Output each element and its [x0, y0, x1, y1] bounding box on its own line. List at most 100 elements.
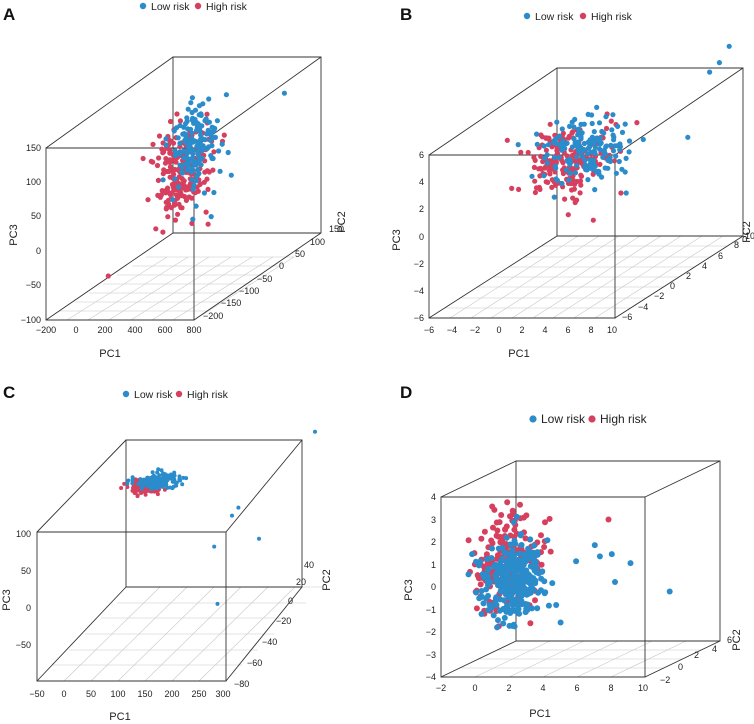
- low-risk-point: [489, 545, 495, 552]
- low-risk-point: [504, 569, 511, 576]
- low-risk-point: [623, 190, 629, 196]
- z-tick-d: 3: [431, 515, 436, 525]
- low-risk-point: [545, 142, 552, 148]
- low-risk-point: [184, 167, 190, 173]
- z-ticks-c: −50 0 50 100: [16, 529, 31, 650]
- low-risk-point: [553, 176, 559, 182]
- low-risk-point: [478, 588, 485, 594]
- high-risk-point: [156, 155, 162, 161]
- high-risk-point: [569, 130, 575, 136]
- y-tick-d: 0: [678, 662, 683, 672]
- low-risk-point: [503, 534, 510, 541]
- x-axis-label-b: PC1: [508, 348, 529, 360]
- low-risk-point: [580, 146, 586, 152]
- high-risk-point: [509, 185, 515, 191]
- high-risk-point: [210, 167, 216, 173]
- y-tick-a: −50: [257, 274, 272, 284]
- low-risk-point: [142, 478, 147, 483]
- low-risk-point: [535, 589, 542, 596]
- low-risk-point: [195, 167, 201, 173]
- low-risk-point: [608, 551, 615, 558]
- x-tick-b: −2: [470, 325, 480, 335]
- low-risk-point: [493, 594, 500, 601]
- high-risk-point: [605, 516, 612, 523]
- box-frame-b: [428, 67, 744, 319]
- low-risk-point: [189, 130, 195, 136]
- panel-label-d: D: [400, 383, 412, 402]
- low-risk-point: [588, 149, 594, 155]
- low-risk-point: [612, 579, 618, 585]
- high-risk-point: [504, 499, 511, 506]
- x-axis-label-c: PC1: [109, 711, 130, 723]
- z-tick-b: −2: [414, 259, 424, 269]
- low-risk-point: [313, 429, 317, 434]
- low-risk-point: [177, 474, 182, 479]
- low-risk-point: [567, 170, 573, 176]
- high-risk-point: [133, 481, 138, 486]
- high-risk-point: [543, 135, 549, 141]
- high-risk-point: [543, 147, 550, 153]
- high-risk-point: [490, 524, 496, 531]
- high-risk-point: [168, 157, 174, 163]
- z-axis-label-c: PC3: [1, 589, 13, 610]
- low-risk-point: [531, 542, 538, 549]
- x-tick-b: 8: [588, 325, 593, 335]
- low-risk-point: [573, 558, 580, 565]
- high-risk-point: [155, 492, 160, 497]
- low-risk-point: [193, 119, 199, 125]
- low-risk-point: [513, 513, 520, 520]
- low-risk-point: [172, 477, 177, 482]
- x-tick-a: 400: [127, 325, 142, 335]
- high-risk-point: [532, 189, 539, 196]
- high-risk-point: [156, 133, 163, 139]
- low-risk-point: [587, 141, 593, 147]
- low-risk-point: [562, 145, 568, 152]
- low-risk-point: [168, 485, 173, 490]
- low-risk-point: [176, 184, 182, 190]
- low-risk-point: [556, 133, 563, 139]
- high-risk-point: [516, 186, 522, 192]
- z-tick-a: −50: [26, 280, 41, 290]
- low-risk-point: [531, 567, 538, 574]
- low-risk-point: [726, 43, 732, 49]
- low-risk-point: [542, 155, 548, 161]
- low-risk-point: [185, 157, 192, 164]
- y-tick-d: 6: [727, 635, 732, 645]
- low-risk-point: [559, 180, 565, 187]
- z-axis-label-b: PC3: [391, 229, 403, 250]
- low-risk-point: [527, 536, 534, 543]
- low-risk-point: [585, 177, 591, 183]
- floor-grid-a: [46, 256, 295, 321]
- low-risk-point: [195, 151, 201, 157]
- low-risk-point: [473, 558, 479, 565]
- high-risk-point: [163, 156, 169, 162]
- low-risk-point: [518, 542, 525, 549]
- low-risk-point: [189, 117, 195, 123]
- low-risk-point: [181, 131, 187, 137]
- low-risk-point: [215, 601, 220, 606]
- high-risk-point: [167, 150, 173, 156]
- low-risk-point: [519, 591, 526, 598]
- z-tick-b: 2: [419, 204, 424, 214]
- high-risk-point: [195, 188, 201, 194]
- high-risk-point: [554, 150, 561, 156]
- low-risk-point: [534, 141, 540, 147]
- z-tick-d: 0: [431, 582, 436, 592]
- low-risk-point: [574, 162, 580, 168]
- high-risk-point: [177, 118, 183, 124]
- low-risk-point: [206, 119, 212, 125]
- high-risk-point: [547, 121, 553, 127]
- y-tick-d: 2: [694, 650, 699, 660]
- z-tick-d: 4: [431, 492, 436, 502]
- legend-a-low-marker: [139, 2, 147, 10]
- low-risk-point: [563, 167, 570, 173]
- low-risk-point: [600, 154, 606, 160]
- high-risk-point: [167, 191, 173, 197]
- x-axis-label-a: PC1: [99, 348, 120, 360]
- high-risk-point: [496, 519, 503, 526]
- low-risk-point: [507, 592, 514, 599]
- z-tick-c: 100: [16, 529, 31, 539]
- low-risk-point: [511, 607, 518, 614]
- panel-d: D Low risk High risk −2 0 2 4 6 8: [400, 383, 743, 720]
- low-risk-point: [496, 607, 503, 614]
